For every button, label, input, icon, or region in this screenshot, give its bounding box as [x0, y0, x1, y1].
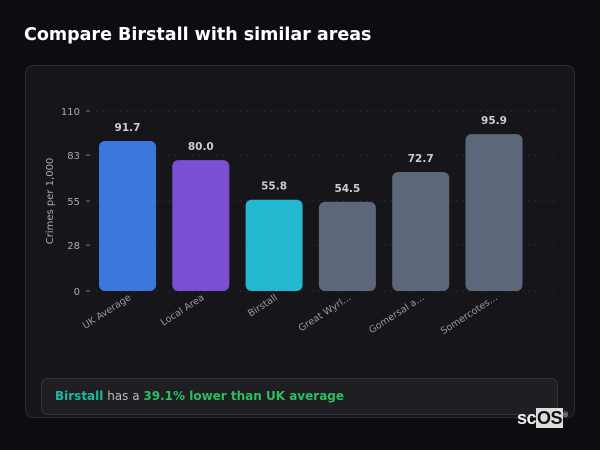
- y-tick-label: 0: [74, 287, 80, 298]
- y-tick-label: 28: [67, 241, 80, 252]
- x-tick-label: Great Wyrl...: [297, 292, 353, 334]
- summary-place: Birstall: [55, 389, 104, 403]
- bar: [318, 201, 376, 291]
- bar: [392, 172, 450, 291]
- x-tick-label: Birstall: [246, 292, 280, 319]
- y-tick-label: 110: [61, 107, 80, 118]
- bar-value-label: 55.8: [261, 181, 287, 193]
- x-tick-label: UK Average: [81, 292, 133, 331]
- y-axis-label: Crimes per 1,000: [45, 158, 56, 245]
- scos-logo: scOS®: [517, 408, 568, 428]
- bar-value-label: 54.5: [334, 183, 360, 195]
- y-tick-label: 55: [67, 197, 80, 208]
- bar: [172, 160, 230, 291]
- bar-value-label: 95.9: [481, 115, 507, 127]
- bar-value-label: 80.0: [188, 141, 214, 153]
- summary-box: Birstall has a 39.1% lower than UK avera…: [41, 378, 558, 415]
- page-title: Compare Birstall with similar areas: [24, 25, 372, 45]
- x-tick-label: Local Area: [159, 292, 207, 328]
- bar: [465, 134, 523, 291]
- bar: [245, 199, 303, 291]
- bar: [99, 140, 156, 291]
- bar-value-label: 91.7: [115, 122, 141, 134]
- summary-highlight: 39.1% lower than UK average: [143, 389, 345, 403]
- y-tick-label: 83: [67, 151, 80, 162]
- x-tick-label: Gomersal a...: [367, 292, 426, 336]
- x-tick-label: Somercotes...: [439, 292, 500, 337]
- summary-text: has a: [103, 389, 144, 403]
- bar-value-label: 72.7: [408, 153, 434, 165]
